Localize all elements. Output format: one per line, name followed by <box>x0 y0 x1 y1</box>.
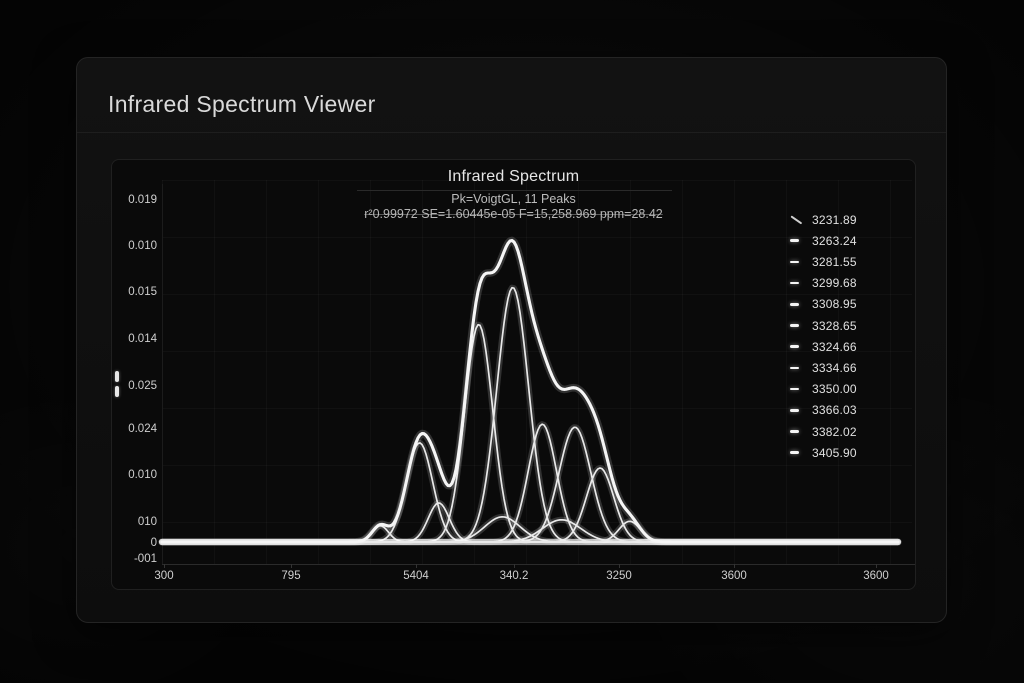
x-tick-1: 795 <box>281 570 301 582</box>
app-window: Infrared Spectrum Viewer Infrared Spectr… <box>76 57 947 623</box>
legend-dash-marker <box>790 451 799 454</box>
chart-subtitle-fit-stats: r²0.99972 SE=1.60445e-05 F=15,258.969 pp… <box>364 207 663 221</box>
chart-title-rule <box>357 190 672 191</box>
scrollbar-thumb-bottom[interactable] <box>115 386 119 397</box>
x-tick-2: 5404 <box>403 570 429 582</box>
component-peak-curve-3-glow <box>158 321 902 546</box>
legend-label: 3328.65 <box>812 318 857 333</box>
x-tick-4: 3250 <box>606 570 632 582</box>
x-tick-mark-6 <box>876 564 877 568</box>
x-tick-mark-0 <box>164 564 165 568</box>
app-title: Infrared Spectrum Viewer <box>108 91 376 117</box>
legend-label: 3299.68 <box>812 276 857 291</box>
component-peak-curve-5-glow <box>158 284 902 546</box>
legend-item-11[interactable]: 3405.90 <box>790 442 857 463</box>
y-tick-9: -001 <box>133 553 157 565</box>
x-tick-mark-1 <box>291 564 292 568</box>
legend-label: 3350.00 <box>812 382 857 397</box>
legend-item-5[interactable]: 3328.65 <box>790 315 857 336</box>
legend-dash-marker <box>790 260 799 264</box>
y-tick-0: 0.019 <box>128 194 157 206</box>
component-peak-curve-6-glow <box>158 421 902 546</box>
y-tick-2: 0.015 <box>128 286 157 298</box>
legend-item-7[interactable]: 3334.66 <box>790 357 857 378</box>
component-peak-curve-3 <box>161 323 899 543</box>
x-tick-mark-5 <box>734 564 735 568</box>
legend-label: 3308.95 <box>812 297 857 312</box>
x-tick-mark-3 <box>514 564 515 568</box>
composite-spectrum-curve <box>160 238 900 544</box>
legend-dash-marker <box>790 387 799 391</box>
spectrum-chart-panel: Infrared Spectrum Pk=VoigtGL, 11 Peaks r… <box>111 159 916 590</box>
legend-item-8[interactable]: 3350.00 <box>790 379 857 400</box>
x-tick-5: 3600 <box>721 570 747 582</box>
legend-label: 3382.02 <box>812 424 857 439</box>
legend-item-6[interactable]: 3324.66 <box>790 336 857 357</box>
legend-item-4[interactable]: 3308.95 <box>790 294 857 315</box>
legend-dash-marker <box>790 239 799 242</box>
legend-item-1[interactable]: 3263.24 <box>790 230 857 251</box>
scrollbar-thumb-top[interactable] <box>115 371 119 382</box>
legend-item-0[interactable]: 3231.89 <box>790 209 857 230</box>
legend-dash-marker <box>790 430 799 433</box>
x-tick-mark-2 <box>416 564 417 568</box>
legend-label: 3231.89 <box>812 212 857 227</box>
y-tick-1: 0.010 <box>128 240 157 252</box>
legend-dash-marker <box>790 303 799 306</box>
x-tick-mark-4 <box>619 564 620 568</box>
y-axis-spine <box>162 184 163 564</box>
legend-line-marker <box>790 215 803 224</box>
legend-item-9[interactable]: 3366.03 <box>790 400 857 421</box>
legend-dash-marker <box>790 409 799 412</box>
y-tick-6: 0.010 <box>128 469 157 481</box>
legend-dash-marker <box>790 281 799 285</box>
y-tick-8: 0 <box>150 537 157 549</box>
x-tick-6: 3600 <box>863 570 889 582</box>
y-tick-7: 010 <box>137 516 157 528</box>
y-tick-3: 0.014 <box>128 333 157 345</box>
chart-title: Infrared Spectrum <box>447 168 580 185</box>
component-peak-curve-8-glow <box>158 424 902 546</box>
legend-item-10[interactable]: 3382.02 <box>790 421 857 442</box>
component-peak-curve-8 <box>161 426 899 543</box>
x-tick-3: 340.2 <box>499 570 529 582</box>
legend-dash-marker <box>790 324 799 327</box>
legend-label: 3366.03 <box>812 403 857 418</box>
chart-subtitle-fit-model: Pk=VoigtGL, 11 Peaks <box>451 192 576 206</box>
x-axis-spine <box>162 564 915 565</box>
header-divider <box>77 132 946 133</box>
x-tick-0: 300 <box>154 570 174 582</box>
legend-item-2[interactable]: 3281.55 <box>790 251 857 272</box>
legend-dash-marker <box>790 366 799 370</box>
legend-item-3[interactable]: 3299.68 <box>790 273 857 294</box>
legend-label: 3334.66 <box>812 360 857 375</box>
legend-dash-marker <box>790 345 799 348</box>
legend-label: 3263.24 <box>812 233 857 248</box>
y-tick-5: 0.024 <box>128 423 157 435</box>
legend-label: 3405.90 <box>812 445 857 460</box>
y-axis-scrollbar[interactable] <box>114 371 120 399</box>
component-peak-curve-6 <box>161 423 899 543</box>
legend-label: 3281.55 <box>812 254 857 269</box>
y-tick-4: 0.025 <box>128 380 157 392</box>
legend-label: 3324.66 <box>812 339 857 354</box>
spectrum-curves <box>158 236 902 546</box>
